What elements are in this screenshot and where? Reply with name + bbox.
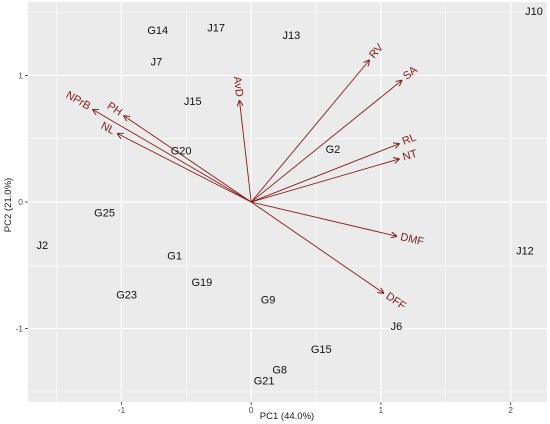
observation-label-j6: J6 [391, 321, 403, 333]
loading-arrow-nl [118, 134, 252, 203]
observation-label-j12: J12 [516, 245, 534, 257]
observation-labels: J10 G14 J17 J13 J7 J15 G20 G2 G25 J2 J12 G1 G19 G23 G9… [36, 6, 542, 388]
loading-label-rl: RL [401, 131, 418, 147]
observation-label-j13: J13 [283, 30, 301, 42]
x-tick-label: 2 [508, 405, 513, 415]
observation-label-j17: J17 [207, 22, 225, 34]
observation-label-j10: J10 [525, 6, 543, 18]
observation-label-g21: G21 [254, 376, 275, 388]
observation-label-j7: J7 [151, 57, 163, 69]
observation-label-g23: G23 [116, 290, 137, 302]
observation-label-g19: G19 [191, 277, 212, 289]
loading-label-avd: AvD [231, 76, 245, 98]
x-tick-label: 0 [249, 405, 254, 415]
x-tick-label: -1 [118, 405, 126, 415]
observation-label-g2: G2 [326, 144, 341, 156]
y-tick-label: -1 [15, 324, 23, 334]
observation-label-g9: G9 [261, 295, 276, 307]
y-tick-label: 1 [18, 70, 23, 80]
observation-label-g1: G1 [167, 250, 182, 262]
observation-label-j2: J2 [36, 240, 48, 252]
y-axis-title: PC2 (21.0%) [3, 178, 14, 232]
loading-arrow-sa [250, 80, 402, 203]
y-tick-label: 0 [18, 197, 23, 207]
axis-ticks: -1 0 1 2 -1 0 1 [15, 70, 513, 415]
loading-label-dmf: DMF [399, 231, 425, 248]
x-tick-label: 1 [379, 405, 384, 415]
observation-label-g14: G14 [147, 25, 168, 37]
observation-label-g15: G15 [311, 344, 332, 356]
observation-label-j15: J15 [184, 96, 202, 108]
loading-arrow-rv [250, 60, 369, 203]
loading-arrow-dmf [251, 201, 396, 236]
loading-arrow-nprb [93, 110, 252, 203]
observation-label-g25: G25 [94, 207, 115, 219]
loading-arrow-avd [239, 101, 252, 203]
loading-arrow-dff [250, 201, 383, 293]
loading-arrow-rl [251, 144, 399, 203]
observation-label-g8: G8 [272, 364, 287, 376]
loading-label-nl: NL [99, 120, 117, 137]
loading-label-nt: NT [401, 148, 419, 164]
x-axis-title: PC1 (44.0%) [260, 411, 314, 422]
observation-label-g20: G20 [171, 145, 192, 157]
loading-arrow-nt [251, 159, 399, 203]
loading-arrow-ph [124, 116, 252, 203]
